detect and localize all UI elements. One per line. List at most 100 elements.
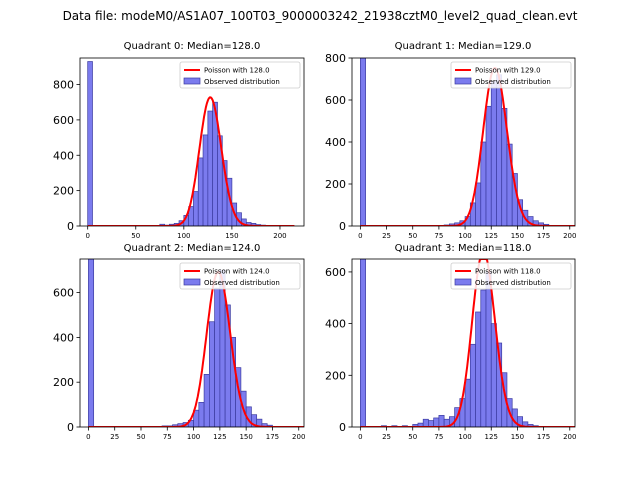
- x-tick-label: 0: [358, 433, 362, 441]
- y-tick-label: 600: [325, 94, 346, 107]
- x-tick-label: 125: [485, 433, 498, 441]
- histogram-bar: [207, 110, 214, 226]
- legend-bars-swatch: [183, 278, 201, 286]
- histogram-bar: [480, 141, 487, 226]
- x-tick-label: 150: [511, 433, 524, 441]
- legend-bars-label: Observed distribution: [204, 279, 280, 287]
- subplot-quadrant-1: Quadrant 1: Median=129.0 0 200 400 600 800 0 2…: [325, 41, 576, 240]
- subplot-title: Quadrant 0: Median=128.0: [124, 41, 261, 52]
- legend-curve-label: Poisson with 118.0: [475, 268, 541, 276]
- plot-area: 0 200 400 600 0 25 50 75 100 125 150 175 200 Poisson …: [325, 258, 576, 441]
- y-tick-label: 600: [325, 266, 346, 279]
- histogram-bar: [490, 80, 497, 226]
- histogram-bar: [422, 418, 429, 427]
- poisson-curve: [360, 67, 575, 226]
- subplot-title: Quadrant 1: Median=129.0: [395, 41, 532, 52]
- figure-title: Data file: modeM0/AS1A07_100T03_90000032…: [63, 9, 578, 23]
- histogram-bar: [197, 157, 204, 226]
- histogram-bar: [480, 289, 487, 427]
- plot-area: 0 200 400 600 0 25 50 75 100 125 150 175 200 Poisson …: [53, 258, 305, 441]
- x-tick-label: 50: [408, 232, 417, 240]
- x-tick-label: 25: [382, 232, 391, 240]
- poisson-curve: [88, 270, 304, 427]
- y-tick-label: 400: [53, 149, 74, 162]
- histogram-bar: [475, 182, 482, 226]
- subplot-quadrant-2: Quadrant 2: Median=124.0 0 200 400 600 0 25 50…: [53, 243, 305, 441]
- x-tick-label: 175: [266, 433, 279, 441]
- x-tick-label: 175: [537, 232, 550, 240]
- subplot-title: Quadrant 2: Median=124.0: [124, 243, 261, 254]
- x-tick-label: 100: [177, 232, 190, 240]
- histogram-bar: [496, 74, 503, 226]
- legend-curve-label: Poisson with 128.0: [204, 67, 270, 75]
- legend-bars-label: Observed distribution: [475, 78, 551, 86]
- y-tick-label: 400: [325, 318, 346, 331]
- y-tick-label: 600: [53, 287, 74, 300]
- histogram-bar: [360, 58, 366, 226]
- x-tick-label: 25: [110, 433, 119, 441]
- histogram-bar: [485, 271, 492, 427]
- x-tick-label: 100: [458, 433, 471, 441]
- x-tick-label: 75: [434, 433, 443, 441]
- histogram-bar: [464, 378, 471, 427]
- histogram-bar: [256, 418, 263, 427]
- x-tick-label: 150: [511, 232, 524, 240]
- legend-bars-label: Observed distribution: [204, 78, 280, 86]
- x-tick-label: 200: [292, 433, 305, 441]
- x-tick-label: 25: [382, 433, 391, 441]
- y-tick-label: 0: [67, 220, 74, 233]
- plot-area: 0 200 400 600 800 0 50 100 150 200 Poisson with 12…: [53, 57, 305, 240]
- histogram-bar: [203, 374, 210, 427]
- histogram-bar: [198, 402, 205, 427]
- x-tick-label: 75: [434, 232, 443, 240]
- subplot-quadrant-3: Quadrant 3: Median=118.0 0 200 400 600 0 25 50…: [325, 243, 576, 441]
- x-tick-label: 50: [137, 433, 146, 441]
- histogram-bar: [209, 321, 215, 427]
- x-tick-label: 200: [273, 232, 286, 240]
- y-tick-label: 200: [53, 376, 74, 389]
- legend-box: [179, 61, 301, 89]
- y-tick-label: 0: [339, 220, 346, 233]
- histogram-bar: [469, 343, 476, 427]
- histogram-bar: [490, 323, 497, 427]
- histogram-bar: [88, 259, 95, 427]
- y-tick-label: 800: [325, 52, 346, 65]
- legend-box: [450, 262, 572, 290]
- y-tick-label: 600: [53, 114, 74, 127]
- histogram-bar: [202, 134, 209, 226]
- plot-inner: [360, 58, 575, 226]
- legend-curve-label: Poisson with 129.0: [475, 67, 541, 75]
- legend-bars-label: Observed distribution: [475, 279, 551, 287]
- y-tick-label: 200: [53, 185, 74, 198]
- y-tick-label: 400: [53, 331, 74, 344]
- legend-bars-swatch: [454, 77, 472, 85]
- y-tick-label: 200: [325, 178, 346, 191]
- x-tick-label: 0: [358, 232, 362, 240]
- x-tick-label: 150: [239, 433, 252, 441]
- x-tick-label: 175: [537, 433, 550, 441]
- histogram-bar: [360, 259, 366, 427]
- histogram-bar: [193, 191, 199, 226]
- x-tick-label: 0: [85, 232, 89, 240]
- legend-bars-swatch: [454, 278, 472, 286]
- x-tick-label: 75: [163, 433, 172, 441]
- y-tick-label: 200: [325, 369, 346, 382]
- legend-box: [450, 61, 572, 89]
- histogram-bar: [475, 311, 482, 427]
- axes-frame: [79, 57, 305, 227]
- x-tick-label: 200: [563, 232, 576, 240]
- histogram-bar: [87, 61, 93, 226]
- x-tick-label: 50: [408, 433, 417, 441]
- y-tick-label: 800: [53, 79, 74, 92]
- histogram-bar: [438, 415, 445, 427]
- histogram-bar: [214, 287, 221, 427]
- x-tick-label: 50: [131, 232, 140, 240]
- x-tick-label: 200: [563, 433, 576, 441]
- x-tick-label: 0: [86, 433, 90, 441]
- y-tick-label: 400: [325, 136, 346, 149]
- x-tick-label: 125: [213, 433, 226, 441]
- poisson-curve: [360, 259, 575, 427]
- x-tick-label: 150: [225, 232, 238, 240]
- axes-frame: [79, 258, 305, 428]
- legend-bars-swatch: [183, 77, 201, 85]
